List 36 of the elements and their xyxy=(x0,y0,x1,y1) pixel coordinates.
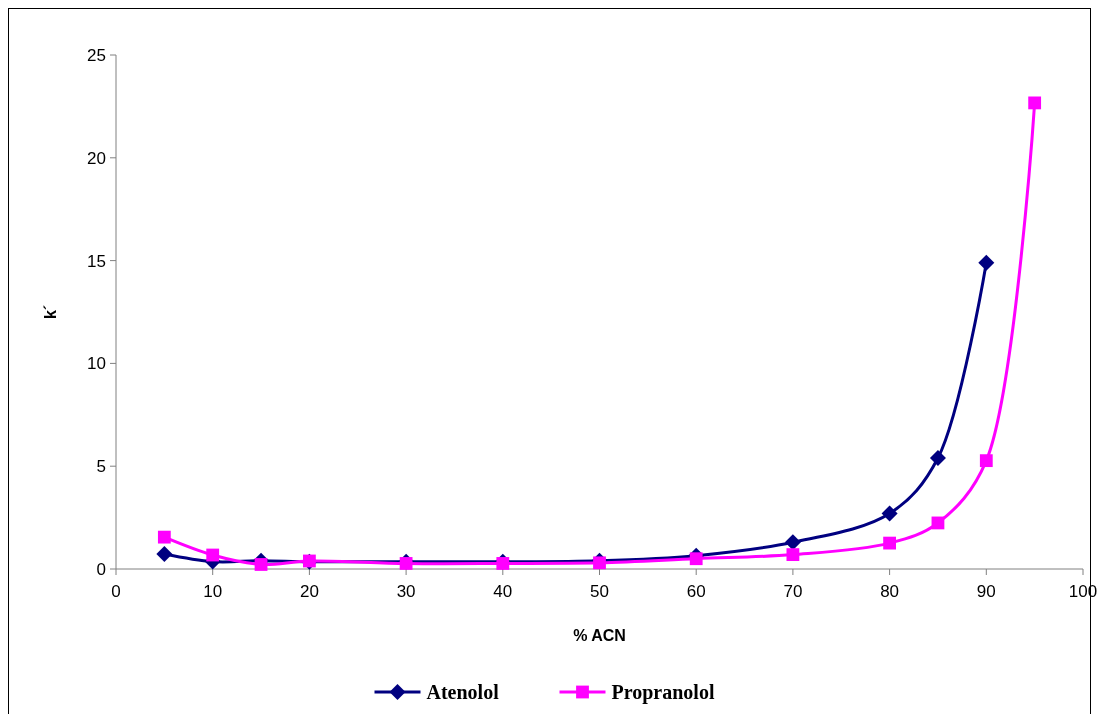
x-tick-label: 20 xyxy=(299,582,319,601)
point xyxy=(786,548,800,562)
point xyxy=(978,254,995,271)
point xyxy=(881,505,898,522)
x-tick-label: 90 xyxy=(976,582,996,601)
y-tick-label: 25 xyxy=(87,45,106,65)
legend-label: Propranolol xyxy=(611,681,715,704)
y-axis-title: k´ xyxy=(42,304,59,320)
point xyxy=(496,557,510,570)
point xyxy=(784,534,801,551)
y-tick-label: 15 xyxy=(87,251,106,271)
x-tick-label: 10 xyxy=(203,582,223,601)
x-tick-label: 40 xyxy=(493,582,513,601)
point xyxy=(399,557,413,570)
y-tick-label: 0 xyxy=(96,559,106,579)
point xyxy=(593,556,606,570)
y-tick-label: 5 xyxy=(96,457,106,477)
point xyxy=(929,449,946,466)
x-tick-label: 50 xyxy=(590,582,609,601)
x-tick-label: 70 xyxy=(783,582,803,601)
x-tick-label: 60 xyxy=(686,582,706,601)
point xyxy=(206,548,220,562)
point xyxy=(156,545,173,562)
y-tick-label: 10 xyxy=(87,354,106,374)
x-axis-title: % ACN xyxy=(573,627,626,644)
y-tick-label: 20 xyxy=(87,148,106,168)
point xyxy=(979,454,993,468)
x-tick-label: 0 xyxy=(111,582,121,601)
legend-label: Atenolol xyxy=(426,681,500,703)
point xyxy=(157,530,171,544)
point xyxy=(883,536,896,550)
point xyxy=(1028,96,1042,110)
point xyxy=(254,558,268,571)
x-tick-label: 30 xyxy=(396,582,416,601)
x-tick-label: 80 xyxy=(880,582,900,601)
point xyxy=(689,552,703,566)
